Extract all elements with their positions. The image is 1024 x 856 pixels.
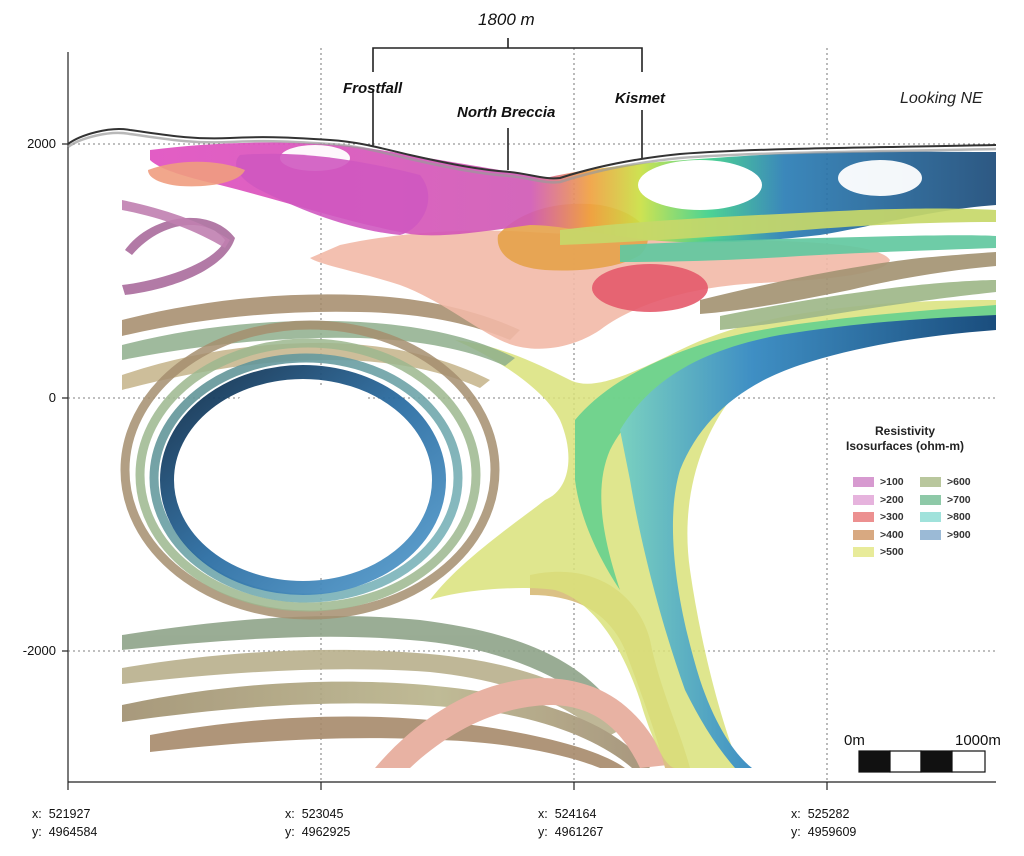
legend-item: >500 (853, 546, 904, 558)
x-tick-coord: x: 524164 y: 4961267 (538, 805, 603, 841)
legend-swatch (853, 529, 874, 540)
coord-y-value: 4959609 (807, 825, 857, 839)
legend-label: >900 (947, 528, 971, 541)
top-right-cavity-2 (838, 160, 922, 196)
coord-y-value: 4961267 (554, 825, 604, 839)
resistivity-rings (120, 320, 500, 620)
coord-y-value: 4964584 (48, 825, 98, 839)
y-tick-label: -2000 (22, 643, 56, 658)
coord-x-value: 521927 (48, 807, 91, 821)
site-label-north-breccia: North Breccia (457, 104, 556, 121)
x-tick-coord: x: 521927 y: 4964584 (32, 805, 97, 841)
x-tick-coord: x: 523045 y: 4962925 (285, 805, 350, 841)
top-right-cavity (638, 160, 762, 210)
y-tick-label: 0 (48, 390, 56, 405)
span-bracket (372, 38, 643, 170)
legend-label: >800 (947, 511, 971, 523)
coord-y-value: 4962925 (301, 825, 351, 839)
legend-swatch (920, 494, 941, 505)
coord-x-prefix: x: (791, 807, 801, 821)
legend-item: >700 (920, 494, 971, 506)
span-label: 1800 m (478, 10, 535, 29)
scale-bar (858, 750, 986, 773)
legend-swatch (853, 512, 874, 522)
legend-label: >700 (947, 493, 971, 506)
red-300-lens (592, 264, 708, 312)
salmon-top-lens (148, 161, 245, 187)
legend-swatch (853, 477, 874, 487)
coord-x-value: 524164 (554, 807, 597, 821)
coord-x-prefix: x: (285, 807, 295, 821)
site-label-frostfall: Frostfall (343, 80, 403, 97)
legend-item: >900 (920, 529, 971, 541)
coord-x-value: 525282 (807, 807, 850, 821)
upper-isosurface-bands (122, 200, 520, 390)
site-label-kismet: Kismet (615, 90, 666, 107)
legend-item: >400 (853, 529, 904, 541)
scale-bar-end-label: 1000m (955, 732, 1001, 749)
legend-label: >400 (880, 528, 904, 541)
view-direction-label: Looking NE (900, 90, 983, 107)
coord-y-prefix: y: (538, 825, 548, 839)
legend-title-line1: Resistivity (874, 424, 936, 438)
central-neck-body (430, 300, 996, 768)
legend-label: >500 (880, 546, 904, 558)
legend-swatch (853, 494, 874, 505)
legend-item: >200 (853, 494, 904, 506)
coord-y-prefix: y: (285, 825, 295, 839)
legend-item: >800 (920, 511, 971, 523)
legend-label: >200 (880, 493, 904, 506)
ground-surface (67, 128, 997, 180)
legend-item: >600 (920, 476, 971, 488)
legend-label: >100 (880, 476, 904, 488)
y-tick-label: 2000 (27, 136, 56, 151)
coord-x-prefix: x: (32, 807, 42, 821)
legend-swatch (920, 477, 941, 487)
legend-label: >300 (880, 511, 904, 523)
ground-surface-shadow (67, 131, 997, 184)
legend-swatch (853, 547, 874, 557)
legend-swatch (920, 512, 941, 522)
legend-swatch (920, 529, 941, 540)
coord-x-value: 523045 (301, 807, 344, 821)
legend-title-line2: Isosurfaces (ohm-m) (845, 439, 965, 453)
legend-title: Resistivity Isosurfaces (ohm-m) (830, 424, 980, 454)
axis-ticks (62, 143, 828, 790)
right-bands (560, 208, 996, 330)
coord-y-prefix: y: (32, 825, 42, 839)
scale-bar-start-label: 0m (844, 732, 865, 749)
legend-item: >100 (853, 476, 904, 488)
x-tick-coord: x: 525282 y: 4959609 (791, 805, 856, 841)
coord-x-prefix: x: (538, 807, 548, 821)
coord-y-prefix: y: (791, 825, 801, 839)
pink-lobe (236, 153, 429, 235)
legend-label: >600 (947, 476, 971, 488)
legend-item: >300 (853, 511, 904, 523)
